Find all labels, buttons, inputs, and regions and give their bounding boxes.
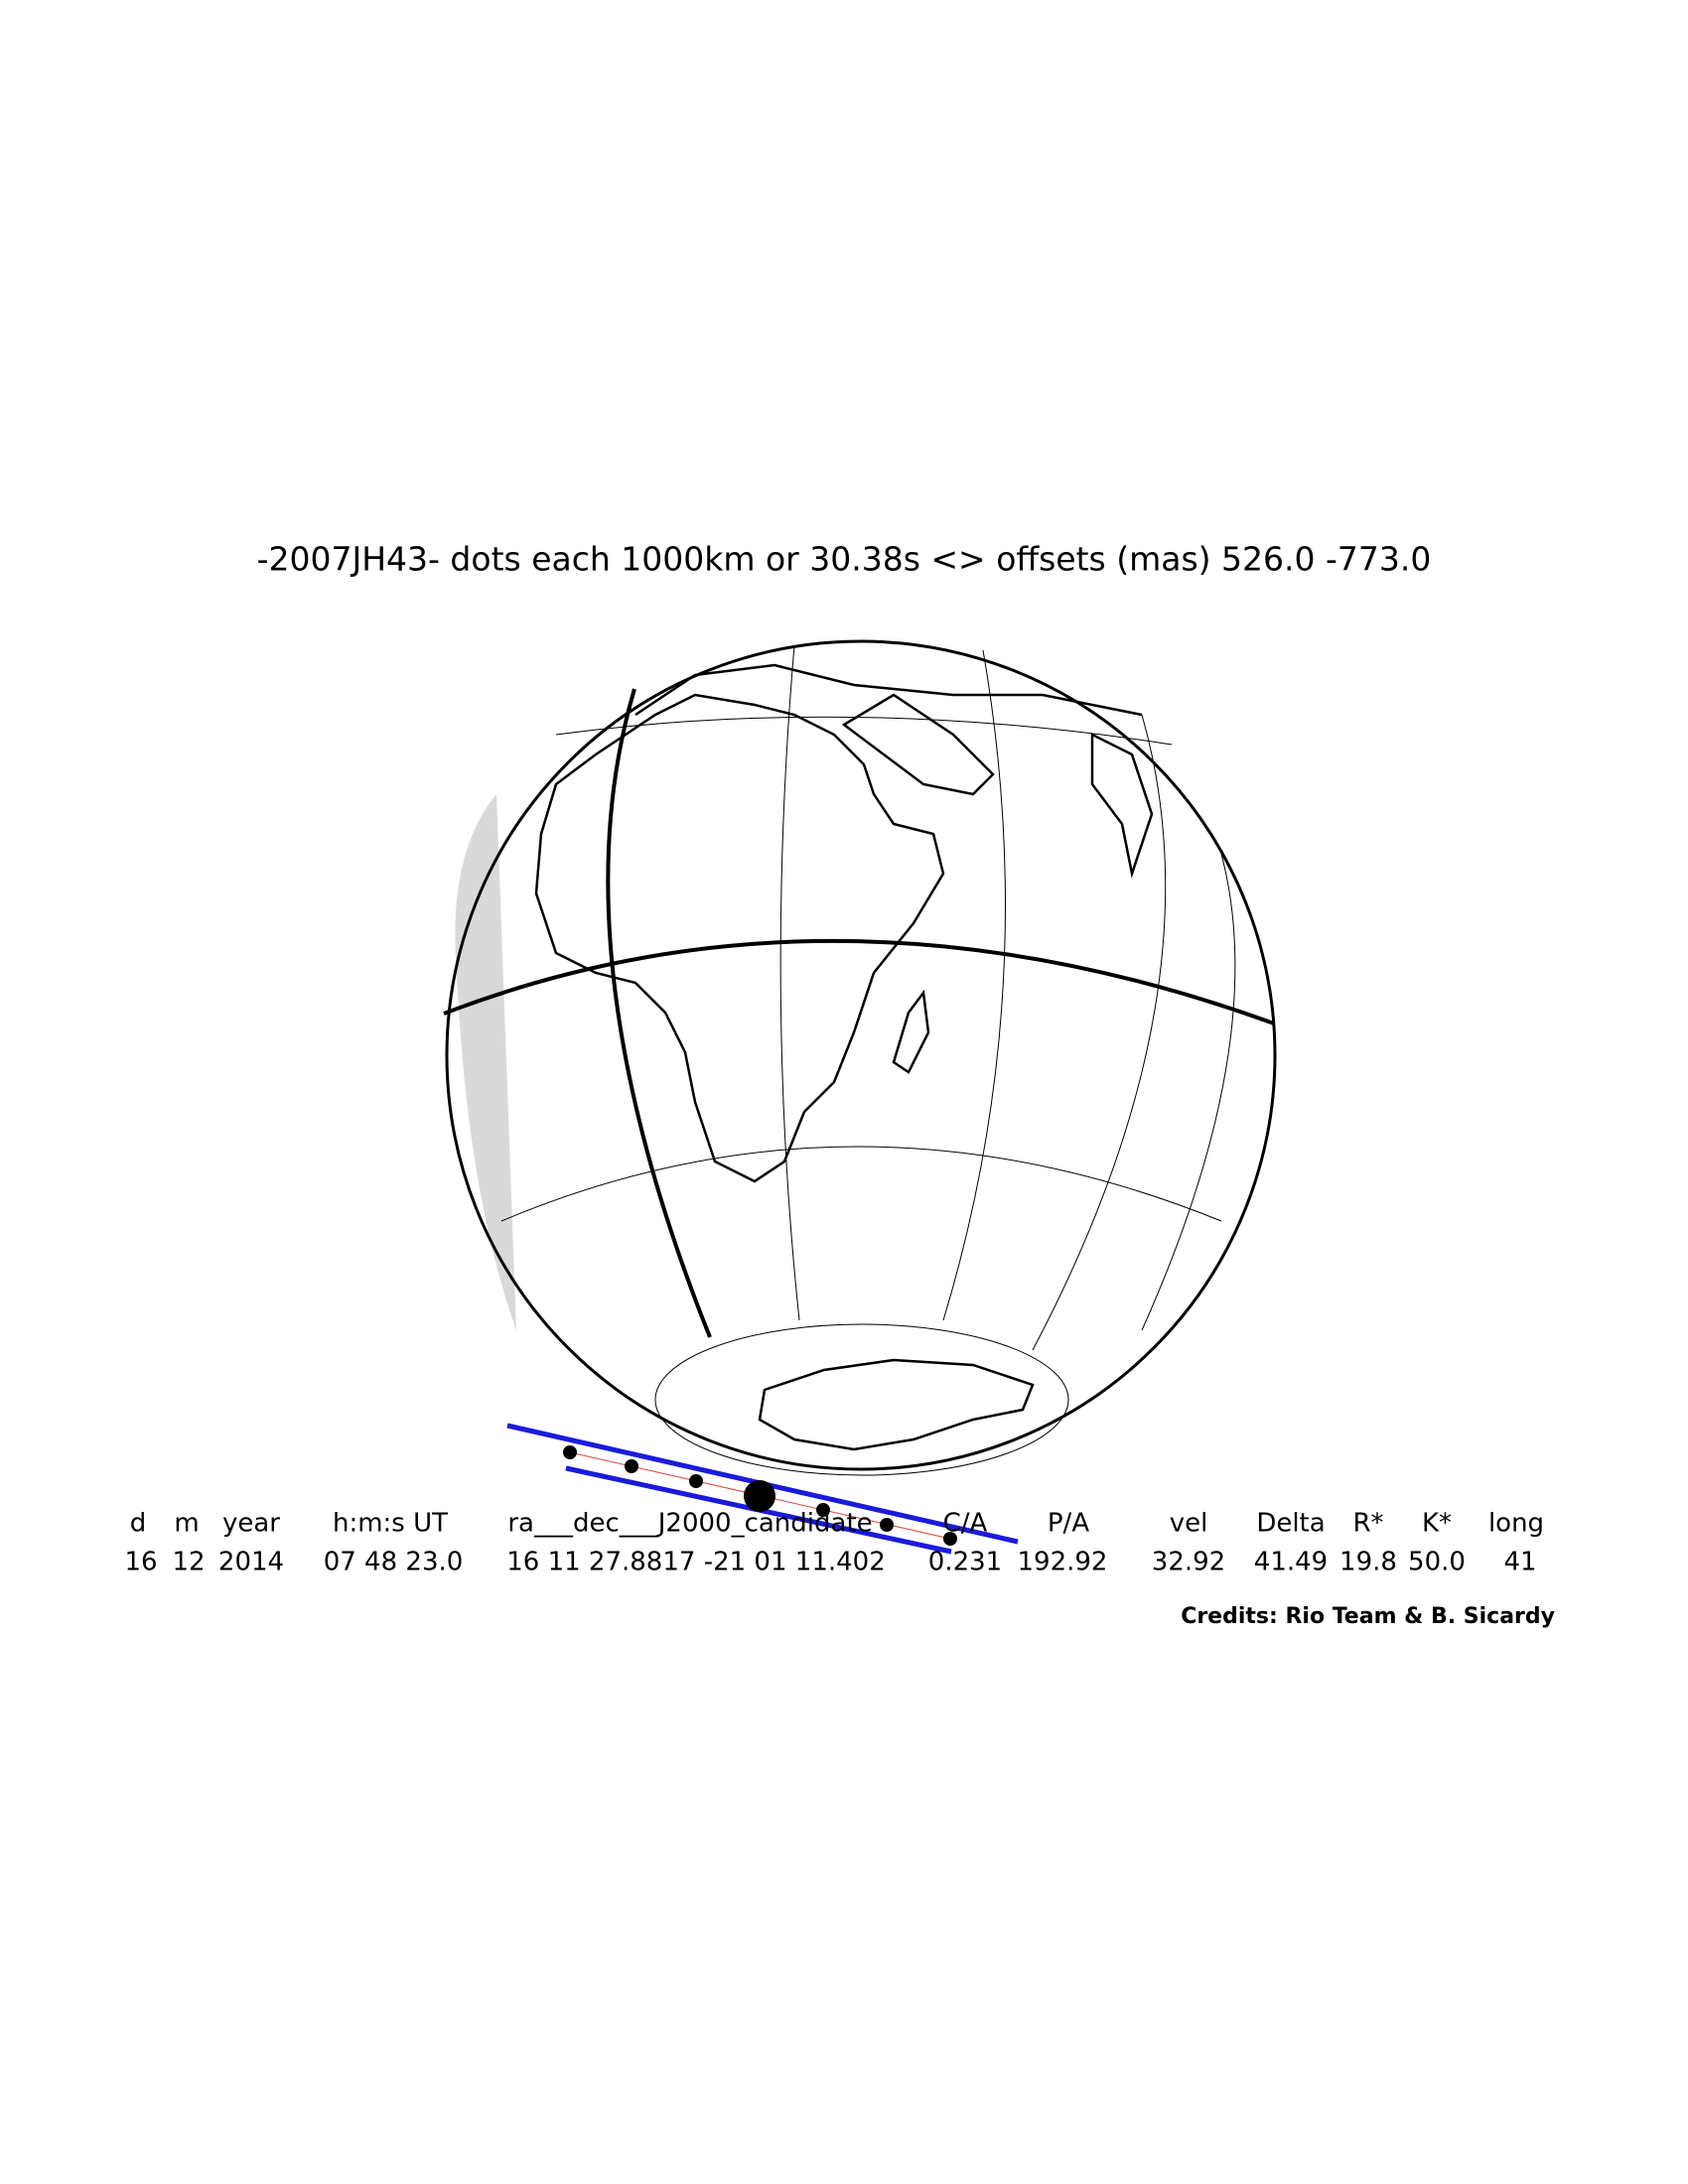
table-cell: 16: [124, 1548, 157, 1577]
meridian: [942, 649, 1006, 1321]
night-shade: [455, 794, 516, 1330]
column-header: vel: [1170, 1509, 1208, 1539]
table-cell: 41: [1503, 1548, 1536, 1577]
time-dot: [563, 1445, 577, 1459]
central-meridian: [606, 688, 712, 1338]
polar-circle: [654, 1323, 1069, 1476]
event-table: d m year h:m:s UT ra___dec___J2000_candidate…: [124, 1509, 1544, 1577]
eurasia-coast: [634, 663, 1143, 717]
column-header: C/A: [943, 1509, 988, 1539]
column-header: long: [1488, 1509, 1544, 1539]
table-cell: 50.0: [1408, 1548, 1466, 1577]
column-header: P/A: [1048, 1509, 1089, 1539]
time-dot: [880, 1518, 894, 1532]
column-header: m: [174, 1509, 199, 1539]
equator: [443, 939, 1275, 1025]
table-cell: 16 11 27.8817 -21 01 11.402: [506, 1548, 886, 1577]
table-cell: 2014: [218, 1548, 284, 1577]
time-dot: [689, 1474, 703, 1488]
column-header: year: [222, 1509, 280, 1539]
table-cell: 12: [172, 1548, 205, 1577]
africa: [534, 693, 945, 1183]
map-title: -2007JH43- dots each 1000km or 30.38s <>…: [257, 540, 1432, 579]
table-cell: 0.231: [928, 1548, 1002, 1577]
globe: [443, 639, 1277, 1476]
table-cell: 07 48 23.0: [324, 1548, 464, 1577]
closest-approach-dot: [744, 1480, 775, 1512]
time-dot: [625, 1459, 638, 1473]
meridian: [1032, 714, 1167, 1351]
india: [1090, 732, 1154, 879]
column-header: Delta: [1256, 1509, 1325, 1539]
time-dot: [816, 1503, 830, 1517]
table-cell: 192.92: [1018, 1548, 1108, 1577]
parallel: [500, 1146, 1222, 1222]
credits: Credits: Rio Team & B. Sicardy: [1181, 1604, 1555, 1629]
antarctica: [758, 1358, 1035, 1451]
table-cell: 41.49: [1254, 1548, 1328, 1577]
time-dot: [943, 1532, 957, 1546]
globe-outline: [445, 639, 1277, 1471]
column-header: R*: [1352, 1509, 1383, 1539]
column-header: h:m:s UT: [333, 1509, 448, 1539]
madagascar: [892, 989, 930, 1074]
table-cell: 19.8: [1339, 1548, 1397, 1577]
arabia: [841, 693, 995, 796]
column-header: d: [130, 1509, 147, 1539]
meridian: [1141, 853, 1236, 1331]
column-header: ra___dec___J2000_candidate: [507, 1509, 872, 1539]
table-cell: 32.92: [1152, 1548, 1225, 1577]
shadow-path: [506, 1423, 1019, 1555]
meridian: [779, 644, 800, 1321]
column-header: K*: [1422, 1509, 1452, 1539]
